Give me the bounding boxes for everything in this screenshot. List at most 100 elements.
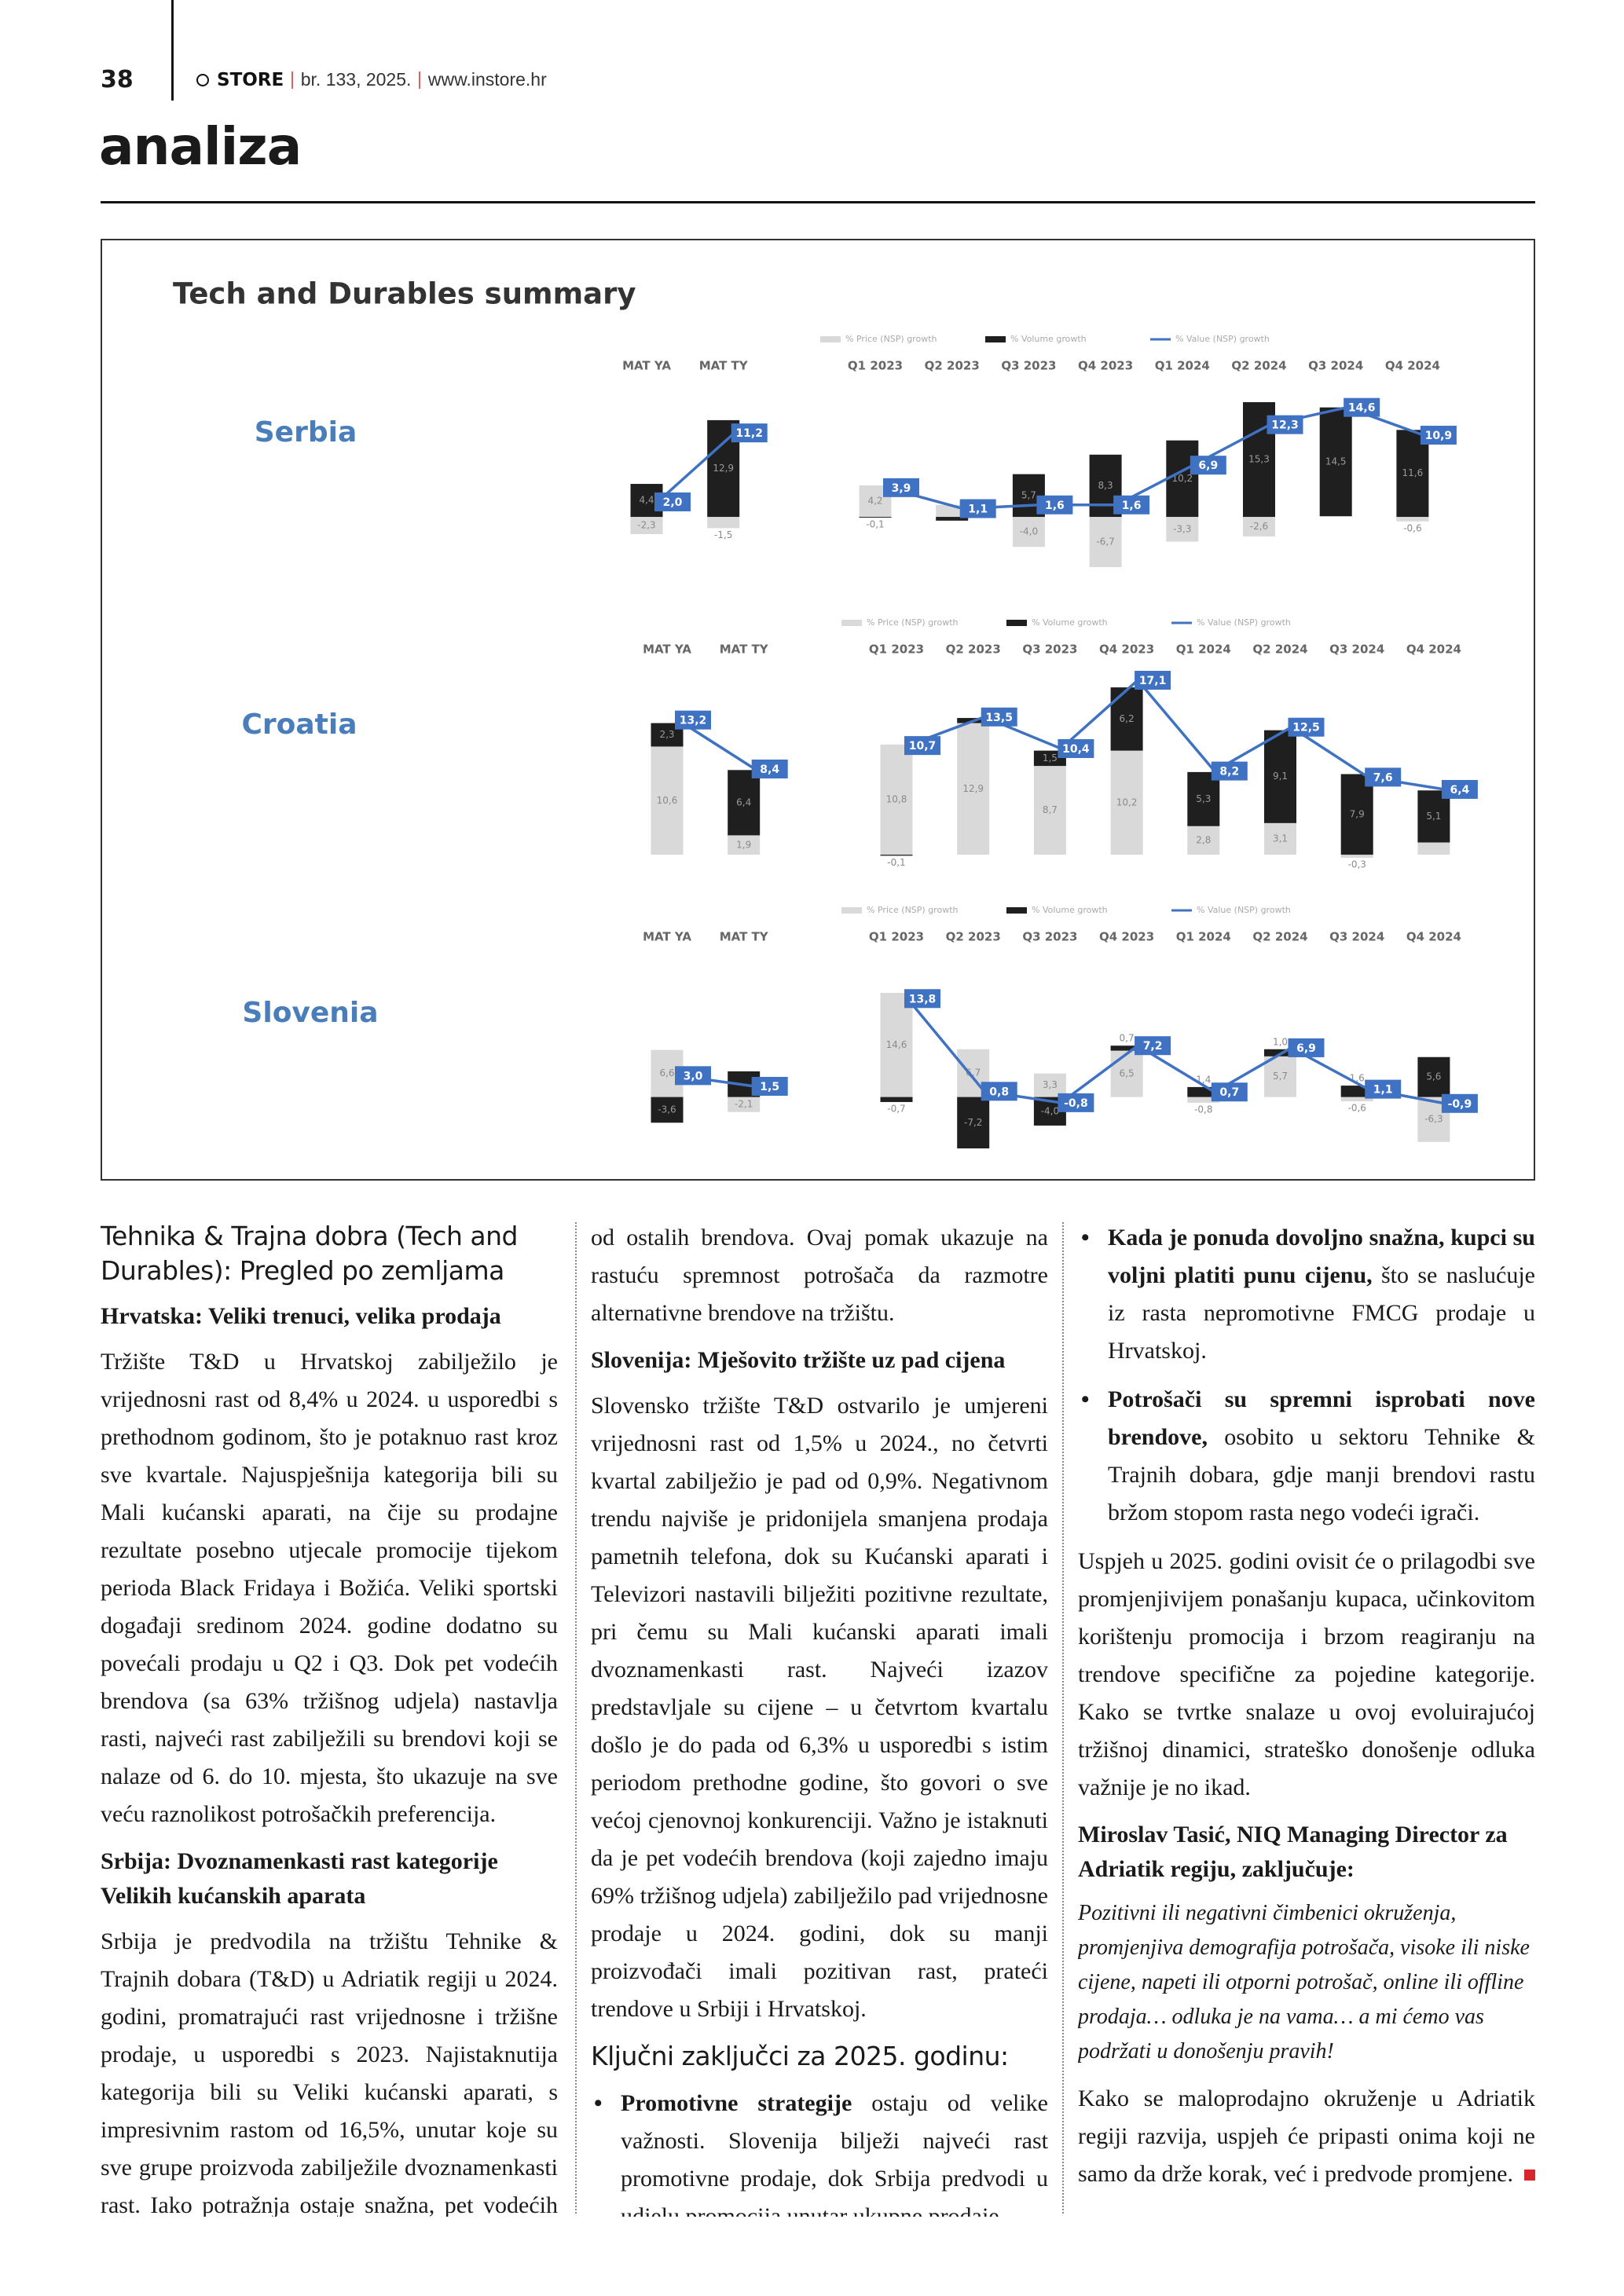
data-label: 13,2 <box>680 715 707 727</box>
data-label: 8,4 <box>760 764 779 776</box>
value-marker <box>1441 779 1478 799</box>
url[interactable]: www.instore.hr <box>427 69 547 90</box>
data-label: 3,3 <box>1043 1079 1058 1090</box>
data-label: 0,7 <box>1120 1033 1135 1044</box>
value-marker <box>1135 1036 1171 1056</box>
value-marker <box>1344 397 1380 417</box>
data-label: 1,6 <box>1122 500 1142 512</box>
value-marker <box>654 492 691 511</box>
data-label: -4,0 <box>1020 526 1038 537</box>
bar-segment <box>1033 766 1066 855</box>
heading: Tehnika & Trajna dobra (Tech and Durable… <box>101 1221 518 1286</box>
bar-segment <box>1110 1045 1143 1051</box>
x-tick-label: Q3 2023 <box>1022 930 1077 944</box>
data-label: 6,5 <box>1120 1068 1135 1079</box>
bar-segment <box>728 1097 761 1112</box>
value-marker <box>1267 415 1303 434</box>
quote: Pozitivni ili negativni čimbenici okruže… <box>1078 1901 1530 2063</box>
bar-segment <box>651 746 684 855</box>
value-marker <box>751 1076 788 1096</box>
data-label: 14,5 <box>1325 456 1347 467</box>
x-tick-label: MAT YA <box>622 359 671 373</box>
bar-segment <box>859 517 892 518</box>
value-marker <box>1211 761 1248 781</box>
x-tick-label: Q1 2024 <box>1155 359 1210 373</box>
legend-swatch <box>1006 620 1027 626</box>
data-label: 10,6 <box>657 795 678 806</box>
value-marker <box>675 710 711 730</box>
bar-segment <box>1187 1097 1220 1103</box>
bar-segment <box>1417 790 1450 843</box>
data-label: -0,7 <box>887 1103 905 1114</box>
value-marker <box>1420 426 1457 445</box>
legend-swatch <box>1006 907 1027 914</box>
data-label: 1,6 <box>1045 500 1065 512</box>
x-tick-label: Q1 2023 <box>869 930 924 944</box>
data-label: 5,1 <box>1426 811 1441 822</box>
x-tick-label: Q4 2024 <box>1406 643 1461 657</box>
value-marker <box>959 499 996 518</box>
bar-segment <box>957 723 990 855</box>
x-tick-label: Q3 2024 <box>1329 643 1384 657</box>
paragraph: Srbija je predvodila na tržištu Tehnike … <box>101 1928 558 2217</box>
data-label: -6,7 <box>1096 536 1114 547</box>
x-tick-label: Q2 2024 <box>1252 930 1307 944</box>
bar-segment <box>1264 822 1296 855</box>
data-label: 6,6 <box>659 1067 674 1078</box>
data-label: 12,3 <box>1271 419 1299 432</box>
chart-frame: Tech and Durables summary Serbia % Price … <box>101 239 1535 1181</box>
x-tick-label: MAT TY <box>720 930 769 944</box>
legend-swatch <box>841 907 862 914</box>
legend-label: % Volume growth <box>1032 617 1108 628</box>
value-marker <box>1113 495 1150 514</box>
x-tick-label: Q1 2023 <box>869 643 924 657</box>
x-tick-label: Q3 2024 <box>1308 359 1363 373</box>
x-tick-label: Q3 2024 <box>1329 930 1384 944</box>
bar-segment <box>1417 842 1450 855</box>
value-line <box>656 431 735 504</box>
data-label: -3,3 <box>1173 523 1191 534</box>
bar-segment <box>936 517 969 521</box>
data-label: 5,3 <box>1196 793 1211 804</box>
value-marker <box>1288 717 1325 737</box>
subheading: Hrvatska: Veliki trenuci, velika prodaja <box>101 1303 501 1329</box>
data-label: 1,0 <box>1273 1036 1288 1047</box>
legend-label: % Price (NSP) growth <box>867 617 959 628</box>
section-title: analiza <box>99 116 302 177</box>
data-label: 3,9 <box>892 482 911 495</box>
value-marker <box>1190 456 1226 475</box>
bar-segment <box>1110 1050 1143 1097</box>
paragraph: od ostalih brendova. Ovaj pomak ukazuje … <box>591 1225 1048 1326</box>
text-column: Kada je ponuda dovoljno snažna, kupci su… <box>1078 1219 1535 2217</box>
bar-segment <box>880 744 913 855</box>
data-label: -0,8 <box>1064 1097 1088 1110</box>
data-label: 9,1 <box>1273 771 1288 782</box>
bullet-lead: Promotivne strategije <box>621 2090 852 2116</box>
x-tick-label: Q3 2023 <box>1022 643 1077 657</box>
bullet-text: ostaju od velike važnosti. Slovenija bil… <box>621 2090 1048 2217</box>
subheading: Miroslav Tasić, NIQ Managing Director za… <box>1078 1822 1508 1882</box>
x-tick-label: Q4 2023 <box>1099 930 1154 944</box>
data-label: -2,3 <box>637 520 655 531</box>
page-number: 38 <box>101 66 134 93</box>
value-marker <box>1058 1093 1094 1112</box>
paragraph: Tržište T&D u Hrvatskoj zabilježilo je v… <box>101 1349 558 1827</box>
paragraph: Slovensko tržište T&D ostvarilo je umjer… <box>591 1393 1048 2022</box>
data-label: -2,1 <box>735 1099 753 1110</box>
legend-swatch <box>985 336 1006 342</box>
legend-label: % Price (NSP) growth <box>867 905 959 915</box>
value-marker <box>1135 671 1171 690</box>
data-label: 8,3 <box>1098 480 1113 491</box>
panel-name: Slovenia <box>242 997 378 1029</box>
bullet-text: što se naslućuje iz rasta nepromotivne F… <box>1108 1262 1535 1364</box>
data-label: 0,7 <box>1219 1086 1239 1099</box>
data-label: 10,9 <box>1425 430 1453 442</box>
bullet-text: osobito u sektoru Tehnike & Trajnih doba… <box>1108 1424 1535 1525</box>
bar-segment <box>1340 1097 1373 1102</box>
bar-segment <box>1319 516 1352 518</box>
bullet-item: Kada je ponuda dovoljno snažna, kupci su… <box>1078 1219 1535 1370</box>
bar-segment <box>1012 517 1045 547</box>
chart: Tech and Durables summary Serbia % Price … <box>173 277 1478 1148</box>
bar-segment <box>1110 750 1143 855</box>
data-label: 10,2 <box>1116 796 1138 807</box>
